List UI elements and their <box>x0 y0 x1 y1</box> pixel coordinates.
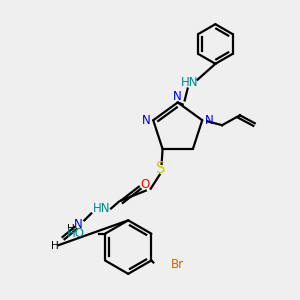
Text: H: H <box>67 224 74 234</box>
Text: H: H <box>51 241 58 251</box>
Text: N: N <box>74 218 83 231</box>
Text: N: N <box>173 90 182 103</box>
Text: HN: HN <box>181 76 198 89</box>
Text: S: S <box>156 161 165 176</box>
Text: HN: HN <box>92 202 110 215</box>
Text: N: N <box>205 114 214 127</box>
Text: O: O <box>140 178 149 191</box>
Text: Br: Br <box>171 258 184 271</box>
Text: HO: HO <box>67 227 85 240</box>
Text: N: N <box>142 114 151 127</box>
